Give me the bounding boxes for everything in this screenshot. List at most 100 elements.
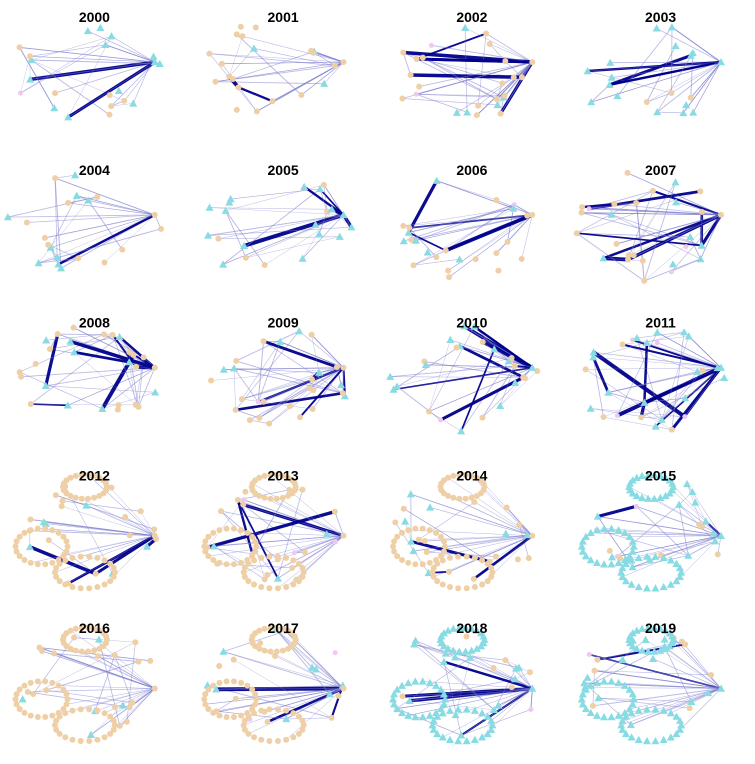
- node-triangle-18: [98, 404, 107, 413]
- node-circle-r8: [398, 557, 405, 564]
- node-circle-r18: [49, 679, 56, 686]
- node-circle-21: [516, 521, 523, 528]
- node-circle-4: [27, 401, 34, 408]
- node-triangle-21: [273, 574, 282, 582]
- node-triangle-hub: [528, 363, 537, 371]
- node-circle-r31: [56, 730, 63, 737]
- edge: [223, 367, 344, 371]
- node-triangle-0: [219, 647, 228, 655]
- edge: [608, 370, 703, 393]
- node-triangle-r7: [404, 711, 413, 719]
- node-circle-r39: [86, 706, 93, 713]
- node-triangle-5: [642, 338, 651, 347]
- edge-group: [207, 184, 353, 266]
- edge: [235, 330, 300, 362]
- node-triangle-r27: [651, 737, 660, 745]
- node-triangle-hub: [528, 684, 537, 692]
- node-circle-r19: [244, 682, 251, 689]
- edge: [409, 678, 516, 702]
- node-triangle-r32: [429, 725, 438, 733]
- node-circle-r9: [16, 553, 23, 560]
- node-circle-r34: [53, 564, 60, 571]
- node-circle-0: [324, 208, 331, 215]
- edge: [236, 499, 279, 579]
- node-triangle-r28: [642, 737, 651, 745]
- node-triangle-13: [470, 322, 479, 330]
- node-triangle-r10: [390, 700, 399, 708]
- edge: [67, 367, 155, 406]
- node-triangle-hub: [717, 531, 726, 539]
- node-circle-r14: [398, 529, 405, 536]
- node-triangle-r14: [586, 681, 595, 689]
- node-triangle-15: [276, 337, 285, 345]
- edge: [410, 494, 533, 536]
- node-triangle-r18: [614, 526, 623, 534]
- node-circle-r24: [484, 578, 491, 585]
- node-triangle-r11: [389, 695, 398, 703]
- node-circle-r65: [103, 633, 110, 640]
- node-triangle-12: [347, 223, 356, 231]
- node-triangle-r1: [628, 547, 637, 555]
- node-triangle-r39: [651, 705, 660, 713]
- node-circle-r20: [249, 686, 256, 693]
- node-circle-21: [24, 688, 31, 695]
- node-circle-r15: [216, 679, 223, 686]
- node-circle-r58: [67, 474, 74, 481]
- node-triangle-17: [34, 259, 43, 267]
- edge: [670, 366, 723, 431]
- edge: [672, 490, 722, 536]
- edge: [402, 52, 412, 76]
- node-circle-4: [94, 194, 101, 201]
- edge: [576, 191, 701, 234]
- node-triangle-24: [599, 254, 608, 262]
- node-circle-r27: [86, 585, 93, 592]
- node-circle-8: [30, 691, 37, 698]
- node-circle-r17: [230, 525, 237, 532]
- node-circle-r24: [295, 578, 302, 585]
- node-circle-r33: [240, 569, 247, 576]
- node-circle-4: [242, 488, 249, 495]
- node-circle-4: [106, 111, 113, 118]
- edge: [681, 641, 722, 689]
- node-circle-20: [16, 369, 23, 376]
- edge: [44, 333, 60, 387]
- node-circle-15: [54, 331, 61, 338]
- node-triangle-5: [613, 91, 622, 100]
- edge: [50, 214, 155, 248]
- edge: [530, 688, 533, 710]
- edge: [603, 367, 722, 418]
- node-triangle-r8: [586, 556, 595, 564]
- edge: [54, 535, 155, 573]
- node-circle-r35: [56, 713, 63, 720]
- node-triangle-r6: [600, 713, 609, 721]
- node-triangle-6: [490, 705, 499, 714]
- edge: [204, 535, 344, 547]
- edge: [603, 257, 643, 261]
- node-circle-r32: [53, 726, 60, 733]
- edge: [521, 61, 533, 78]
- edge: [62, 500, 141, 512]
- node-circle-16: [121, 97, 128, 104]
- panel-year-title: 2007: [645, 162, 676, 178]
- edge: [29, 44, 106, 57]
- node-circle-20: [594, 656, 601, 663]
- node-triangle-19: [589, 353, 598, 361]
- edge: [207, 226, 352, 236]
- node-circle-4: [215, 235, 222, 242]
- node-circle-22: [339, 390, 346, 397]
- edge-group: [396, 640, 533, 738]
- node-circle-r58: [256, 474, 263, 481]
- edge: [636, 505, 689, 556]
- node-circle-r17: [230, 678, 237, 685]
- node-circle-r13: [394, 533, 401, 540]
- edge: [641, 416, 685, 418]
- network-panel-2010: 2010: [386, 315, 541, 435]
- node-pink-11: [630, 337, 636, 343]
- node-triangle-r22: [677, 721, 686, 729]
- node-triangle-r47: [661, 644, 670, 652]
- node-circle-9: [289, 564, 296, 571]
- edge: [465, 651, 533, 689]
- node-circle-15: [606, 547, 613, 554]
- node-triangle-8: [606, 58, 615, 66]
- node-pink-2: [241, 497, 247, 503]
